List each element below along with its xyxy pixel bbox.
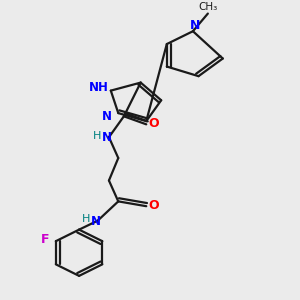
Text: CH₃: CH₃ — [198, 2, 218, 12]
Text: O: O — [148, 199, 159, 212]
Text: N: N — [91, 215, 101, 228]
Text: N: N — [102, 110, 112, 123]
Text: N: N — [102, 131, 112, 144]
Text: N: N — [190, 19, 200, 32]
Text: H: H — [93, 131, 101, 141]
Text: F: F — [41, 233, 50, 246]
Text: H: H — [82, 214, 90, 224]
Text: O: O — [148, 117, 159, 130]
Text: NH: NH — [89, 81, 109, 94]
